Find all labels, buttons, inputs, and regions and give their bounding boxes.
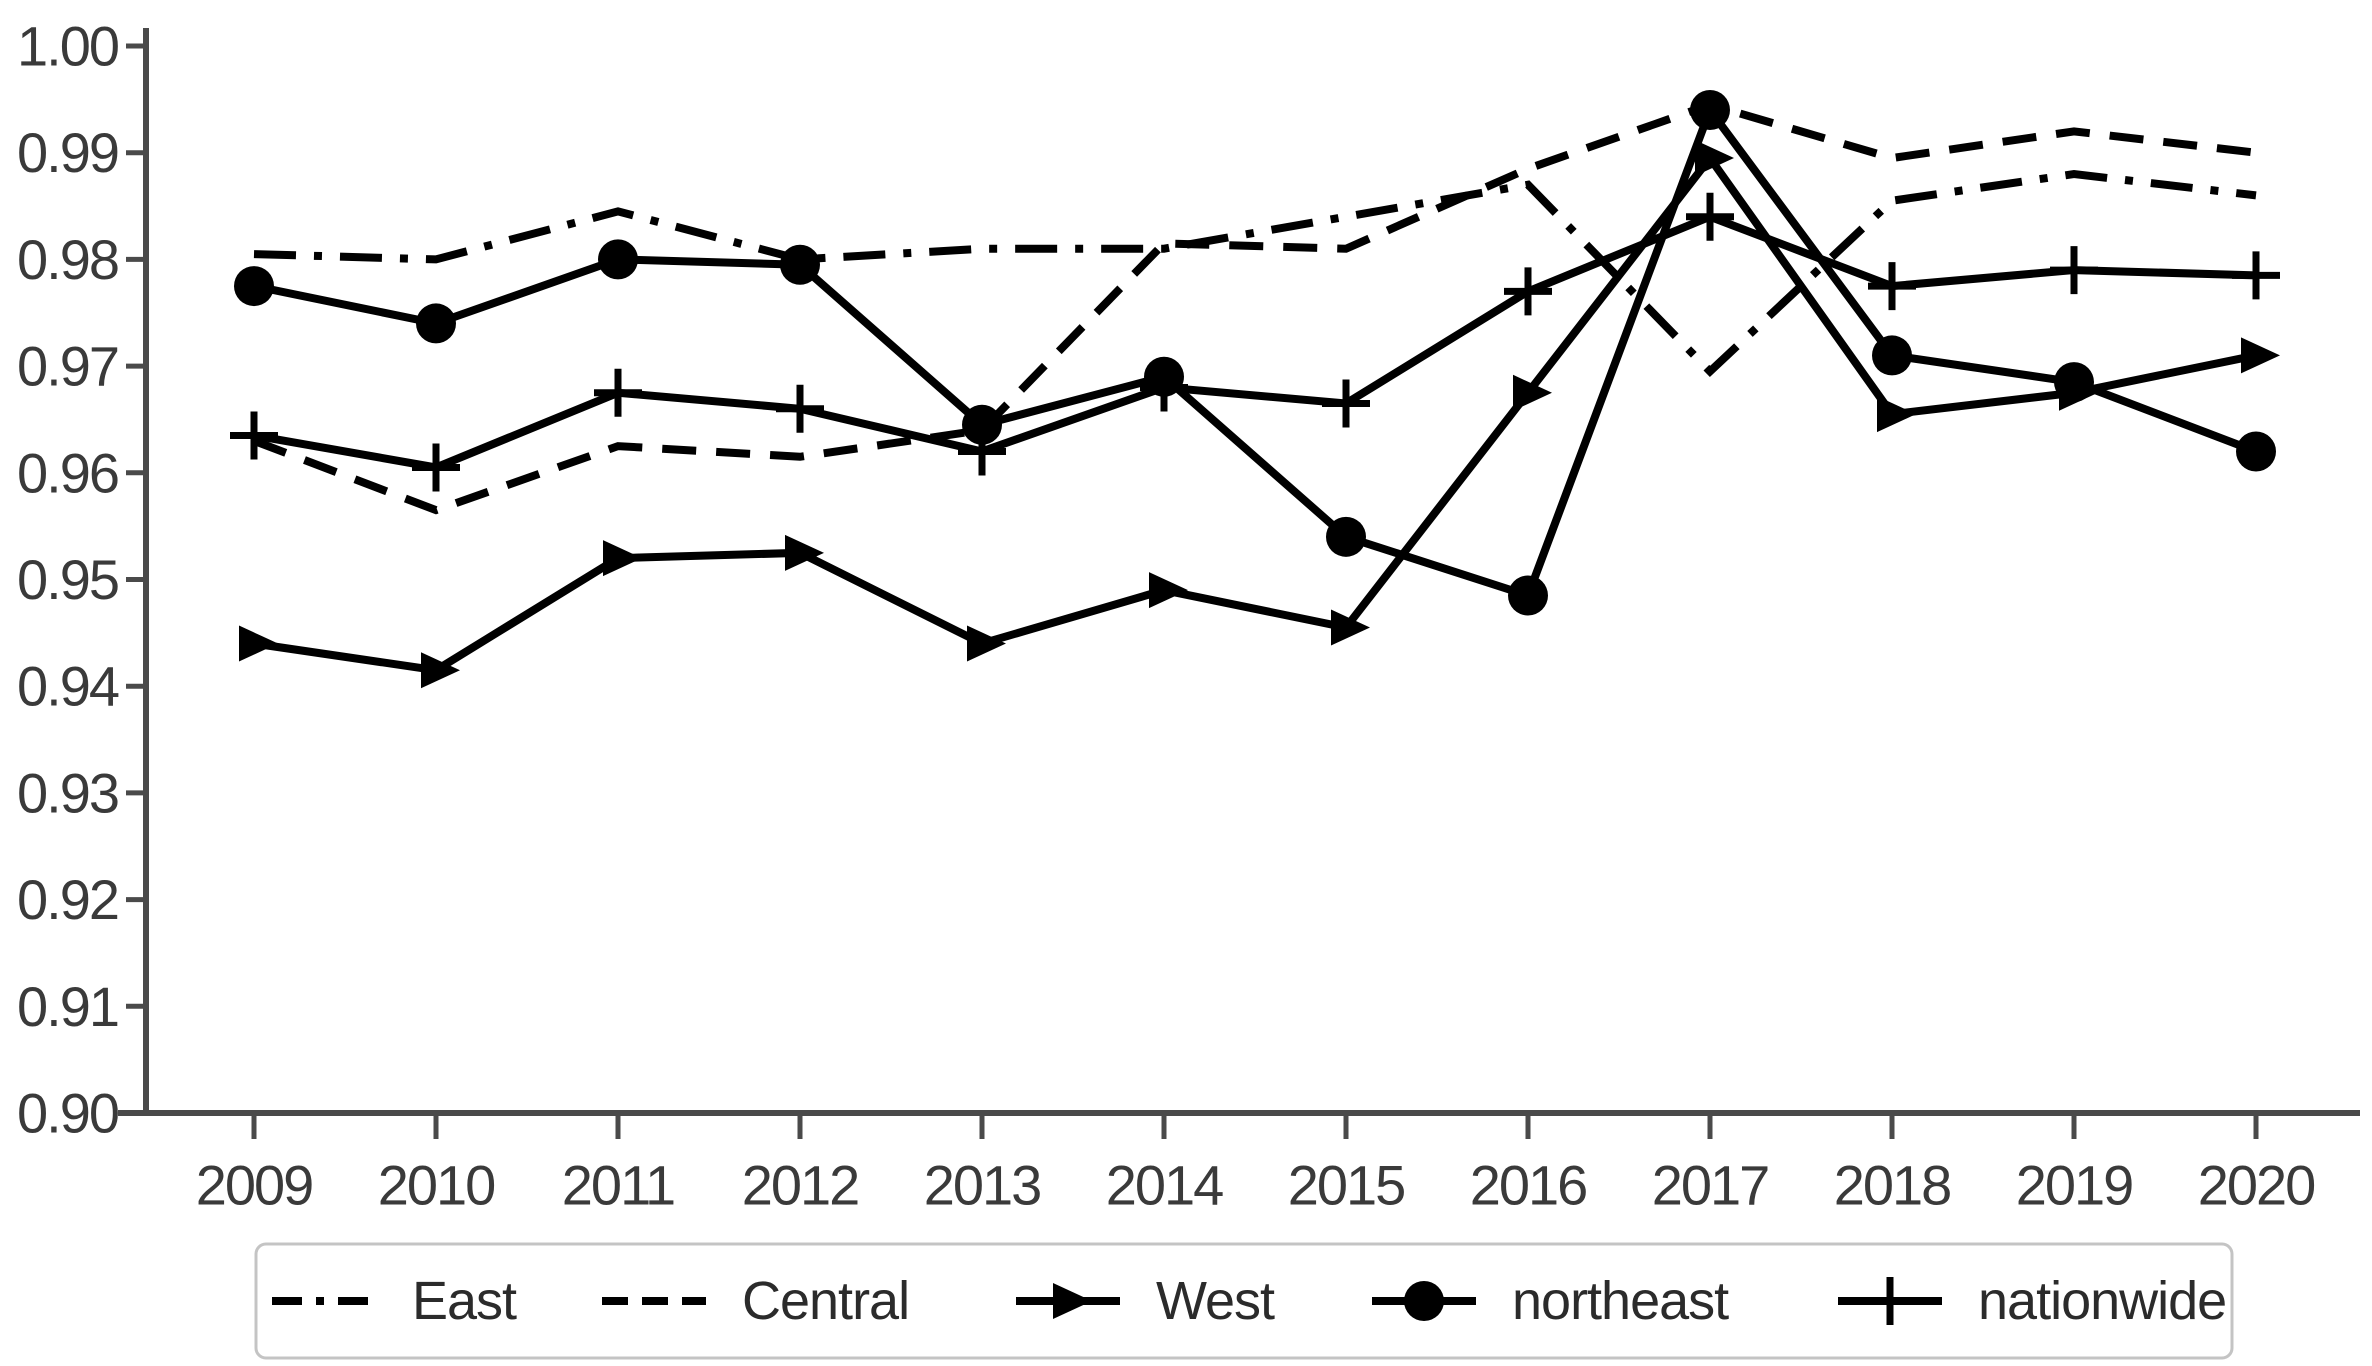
marker-circle-northeast: [1404, 1281, 1444, 1321]
y-axis-tick-label: 0.93: [17, 761, 118, 824]
x-axis-tick-label: 2013: [924, 1154, 1041, 1217]
y-axis-tick-label: 1.00: [17, 15, 118, 78]
y-axis-tick-label: 0.94: [17, 655, 119, 718]
legend-label-nationwide: nationwide: [1978, 1271, 2226, 1331]
marker-circle-northeast: [2236, 431, 2276, 472]
y-axis-tick-label: 0.90: [17, 1082, 118, 1145]
marker-triangle-west: [1053, 1283, 1092, 1319]
y-axis-tick-label: 0.96: [17, 441, 118, 504]
legend-box: [254, 1242, 2234, 1360]
x-axis-tick-label: 2020: [2198, 1154, 2315, 1217]
series-nationwide: [230, 192, 2280, 492]
marker-triangle-west: [967, 625, 1006, 662]
y-axis-tick-label: 0.98: [17, 228, 118, 291]
x-axis-tick-label: 2015: [1288, 1154, 1405, 1217]
legend-item-central: Central: [602, 1271, 910, 1331]
y-axis-tick-label: 0.92: [17, 868, 118, 931]
marker-triangle-west: [1149, 572, 1188, 609]
legend-item-northeast: northeast: [1372, 1271, 1730, 1331]
series-northeast: [234, 90, 2276, 616]
series-line-northeast: [253, 101, 2258, 601]
series-east: [253, 170, 2257, 378]
x-axis-tick-label: 2018: [1834, 1154, 1951, 1217]
axes: 1.00 0.99 0.98 0.97 0.96 0.95 0.94 0.93 0.92 0.91…: [17, 15, 2360, 1217]
marker-triangle-west: [239, 625, 278, 662]
x-axis-tick-label: 2010: [378, 1154, 495, 1217]
series-line-central: [252, 100, 2257, 515]
marker-circle-northeast: [1508, 575, 1548, 616]
marker-circle-northeast: [780, 244, 820, 285]
legend-label-central: Central: [742, 1271, 909, 1331]
series-west: [239, 140, 2280, 689]
marker-triangle-west: [603, 540, 642, 577]
marker-triangle-west: [2241, 337, 2280, 374]
y-axis-tick-label: 0.99: [17, 121, 118, 184]
marker-circle-northeast: [416, 303, 456, 344]
legend-item-west: West: [1016, 1271, 1276, 1331]
marker-circle-northeast: [1690, 90, 1730, 131]
marker-triangle-west: [1695, 140, 1734, 177]
legend-label-east: East: [412, 1271, 517, 1331]
marker-circle-northeast: [962, 404, 1002, 445]
y-axis-tick-label: 0.91: [17, 975, 118, 1038]
marker-circle-northeast: [598, 239, 638, 280]
series-line-west: [253, 151, 2257, 675]
legend-item-east: East: [272, 1271, 518, 1331]
y-axis-tick-label: 0.95: [17, 548, 118, 611]
marker-triangle-west: [1877, 396, 1916, 433]
marker-circle-northeast: [234, 266, 274, 307]
x-axis-tick-label: 2011: [562, 1154, 674, 1217]
marker-triangle-west: [1331, 609, 1370, 646]
marker-circle-northeast: [2054, 362, 2094, 403]
series-line-nationwide: [253, 212, 2257, 472]
marker-circle-northeast: [1326, 516, 1366, 557]
series-central: [252, 100, 2257, 515]
legend-item-nationwide: nationwide: [1838, 1271, 2227, 1331]
legend-label-northeast: northeast: [1512, 1271, 1729, 1331]
x-axis-tick-label: 2014: [1106, 1154, 1223, 1217]
marker-triangle-west: [1513, 374, 1552, 411]
marker-triangle-west: [421, 652, 460, 689]
x-axis-tick-label: 2019: [2016, 1154, 2133, 1217]
legend-label-west: West: [1156, 1271, 1275, 1331]
legend: East Central West northeast nationwide: [254, 1242, 2234, 1360]
y-axis-tick-label: 0.97: [17, 335, 118, 398]
x-axis-tick-label: 2009: [196, 1154, 313, 1217]
x-axis-tick-label: 2016: [1470, 1154, 1587, 1217]
marker-triangle-west: [785, 534, 824, 571]
data-series: [230, 90, 2280, 689]
series-line-east: [253, 170, 2257, 378]
x-axis-tick-label: 2017: [1652, 1154, 1769, 1217]
marker-circle-northeast: [1872, 335, 1912, 376]
x-axis-tick-label: 2012: [742, 1154, 859, 1217]
